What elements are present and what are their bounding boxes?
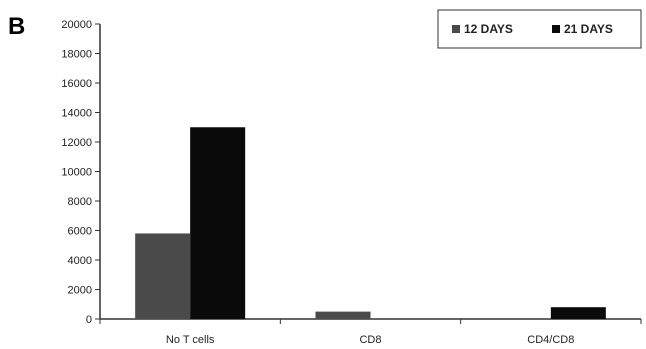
y-tick-label: 10000 xyxy=(61,167,92,179)
y-tick-label: 4000 xyxy=(68,255,92,267)
y-tick-label: 18000 xyxy=(61,49,92,61)
bar-12-days-no-t-cells xyxy=(135,233,191,319)
panel-label: B xyxy=(8,13,25,40)
y-tick-label: 6000 xyxy=(68,226,92,238)
x-category-label: CD8 xyxy=(359,334,381,346)
bar-21-days-no-t-cells xyxy=(190,127,246,319)
x-category-label: No T cells xyxy=(166,334,215,346)
legend-label: 12 DAYS xyxy=(464,22,513,36)
y-tick-label: 2000 xyxy=(68,285,92,297)
x-axis: No T cells CD8 CD4/CD8 xyxy=(99,318,642,346)
x-category-label: CD4/CD8 xyxy=(527,334,574,346)
legend-swatch xyxy=(452,25,460,33)
y-tick-label: 8000 xyxy=(68,196,92,208)
bar-21-days-cd4-cd8 xyxy=(550,307,606,319)
y-tick-label: 20000 xyxy=(61,19,92,31)
y-tick-label: 16000 xyxy=(61,78,92,90)
bars xyxy=(135,127,606,319)
bar-12-days-cd8 xyxy=(315,311,371,319)
legend-label: 21 DAYS xyxy=(564,22,613,36)
legend-box xyxy=(437,9,642,49)
y-tick-label: 12000 xyxy=(61,137,92,149)
y-tick-label: 0 xyxy=(86,314,92,326)
y-axis: 0 2000 4000 6000 8000 10000 12000 14000 16000 180… xyxy=(61,19,101,326)
y-tick-label: 14000 xyxy=(61,108,92,120)
legend: 12 DAYS 21 DAYS xyxy=(437,9,642,49)
legend-swatch xyxy=(552,25,560,33)
